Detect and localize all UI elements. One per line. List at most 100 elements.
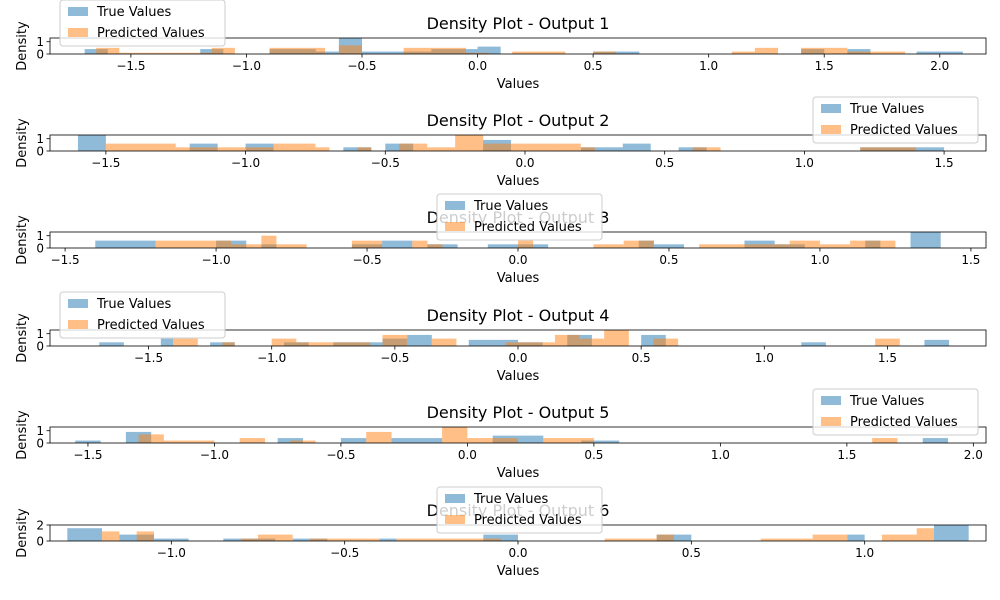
subplot-4: −1.5 −1.0 −0.5 0.0 0.5 1.0 1.5 01 Density Plot -… [15,291,987,384]
histogram-bar [173,338,198,346]
histogram-bar [211,47,235,54]
legend-swatch [445,222,465,231]
histogram-bar [96,47,120,54]
x-tick-label: −1.0 [201,253,230,267]
histogram-bar [379,538,397,541]
legend-swatch [445,515,465,524]
x-tick-label: 0.0 [468,59,487,73]
histogram-bar [512,51,566,54]
x-tick-label: 0.5 [659,253,678,267]
x-tick-label: 0.0 [508,351,527,365]
histogram-bar [731,51,755,54]
subplot-1: −1.5 −1.0 −0.5 0.0 0.5 1.0 1.5 2.0 01 Density Plo… [15,0,987,92]
legend-swatch [821,396,841,405]
x-tick-label: −0.5 [330,546,359,560]
chart-title: Density Plot - Output 5 [427,403,610,422]
y-tick-label: 2 [36,519,44,533]
x-tick-label: 2.0 [930,59,949,73]
histogram-bar [754,47,778,54]
histogram-bar [604,330,629,346]
histogram-bar [258,534,293,541]
legend-label: Predicted Values [97,26,205,41]
histogram-bar [399,143,428,151]
x-axis-label: Values [497,271,540,286]
histogram-bar [296,342,371,346]
histogram-bar [105,143,176,151]
x-tick-label: −0.5 [326,448,355,462]
histogram-bar [623,240,654,248]
histogram-bar [922,438,949,443]
histogram-bar [84,49,108,54]
legend-box [59,0,226,47]
histogram-bar [138,434,164,443]
x-tick-label: −1.0 [231,156,260,170]
histogram-bar [95,240,156,248]
x-axis-label: Values [497,369,540,384]
axes-frame [49,37,987,55]
histogram-bar [455,135,484,151]
histogram-bar [391,438,443,443]
x-tick-label: 1.5 [815,59,834,73]
histogram-bar [847,51,906,54]
legend-label: Predicted Values [850,415,958,430]
histogram-bar [240,538,258,541]
histogram-bar [518,240,534,248]
legend-box [59,291,226,339]
histogram-bar [552,143,581,151]
y-axis-label: Density [15,410,30,460]
series-predicted-values [173,330,900,346]
histogram-bar [231,244,262,248]
histogram-bar [67,528,102,541]
x-tick-label: −0.5 [347,59,376,73]
x-tick-label: −1.0 [200,448,229,462]
x-tick-label: 1.0 [810,253,829,267]
histogram-bar [579,338,605,346]
histogram-bar [362,51,432,54]
x-tick-label: 0.5 [584,59,603,73]
series-predicted-values [102,528,934,541]
histogram-bar [505,342,555,346]
histogram-bar [580,147,595,151]
y-axis-label: Density [15,118,30,168]
histogram-bar [593,244,624,248]
histogram-bar [801,342,826,346]
histogram-bar [760,538,813,541]
y-tick-label: 0 [36,242,44,256]
y-tick-label: 1 [36,35,44,49]
histogram-bar [875,338,900,346]
series-predicted-values [138,427,898,443]
legend-box [812,388,979,436]
histogram-bar [468,339,518,346]
subplot-6: −1.0−0.50.00.51.002Density Plot - Output… [15,486,987,579]
histogram-bar [231,147,274,151]
y-tick-label: 1 [36,327,44,341]
y-axis-label: Density [15,21,30,71]
histogram-bar [407,334,432,346]
y-tick-label: 0 [36,437,44,451]
y-tick-label: 0 [36,340,44,354]
histogram-bar [403,47,466,54]
histogram-bar [477,46,501,54]
histogram-bar [154,538,189,541]
histogram-bar [431,538,466,541]
x-tick-label: −1.5 [51,253,80,267]
x-tick-label: 0.0 [508,546,527,560]
histogram-bar [924,339,950,346]
x-tick-label: 0.5 [682,546,701,560]
histogram-bar [431,338,457,346]
histogram-bar [315,51,339,54]
x-tick-label: 0.0 [508,253,527,267]
histogram-bar [692,147,721,151]
histogram-bar [239,438,266,443]
histogram-bar [442,427,468,443]
histogram-bar [261,235,277,248]
legend: True Values Predicted Values [436,193,603,241]
x-tick-label: 0.5 [584,448,603,462]
histogram-bar [580,147,623,151]
histogram-bar [860,147,917,151]
histogram-bar [934,525,969,541]
x-tick-label: 1.0 [795,156,814,170]
histogram-bar [77,135,106,151]
y-tick-label: 0 [36,145,44,159]
